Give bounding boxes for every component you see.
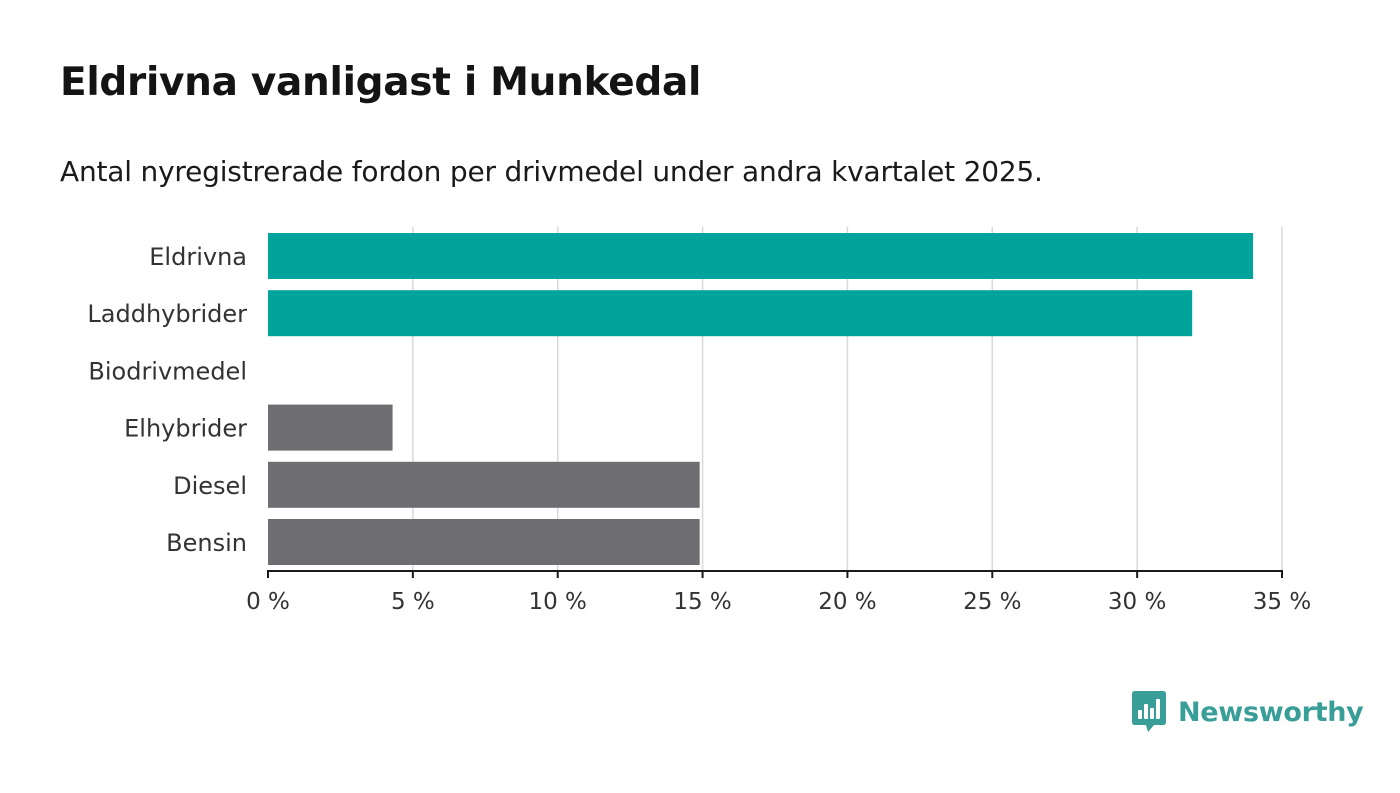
category-label: Eldrivna bbox=[149, 243, 247, 271]
bar-elhybrider bbox=[268, 404, 393, 451]
bar-diesel bbox=[268, 461, 700, 508]
bar-laddhybrider bbox=[268, 290, 1193, 337]
x-tick-label: 10 % bbox=[528, 589, 586, 615]
x-tick-label: 15 % bbox=[673, 589, 731, 615]
x-tick-label: 20 % bbox=[818, 589, 876, 615]
category-label: Elhybrider bbox=[124, 415, 247, 443]
category-label: Laddhybrider bbox=[87, 300, 247, 328]
brand-name: Newsworthy bbox=[1178, 696, 1364, 728]
bar-bensin bbox=[268, 519, 700, 565]
category-label: Bensin bbox=[166, 529, 247, 557]
x-tick-label: 35 % bbox=[1253, 589, 1311, 615]
x-tick-label: 0 % bbox=[246, 589, 290, 615]
bars bbox=[268, 233, 1254, 565]
grid-lines bbox=[412, 227, 1283, 571]
chart-title: Eldrivna vanligast i Munkedal bbox=[60, 60, 702, 105]
newsworthy-chart-bubble-icon bbox=[1132, 691, 1166, 732]
x-tick-label: 30 % bbox=[1108, 589, 1166, 615]
bar-eldrivna bbox=[268, 233, 1254, 279]
x-tick-label: 5 % bbox=[391, 589, 435, 615]
chart-subtitle: Antal nyregistrerade fordon per drivmede… bbox=[60, 155, 1043, 188]
category-label: Biodrivmedel bbox=[88, 357, 247, 385]
category-label: Diesel bbox=[173, 472, 247, 500]
brand-logo: Newsworthy bbox=[1132, 690, 1364, 734]
category-labels: Eldrivna Laddhybrider Biodrivmedel Elhybrid… bbox=[87, 243, 247, 557]
x-tick-label: 25 % bbox=[963, 589, 1021, 615]
x-axis: 0 % 5 % 10 % 15 % 20 % 25 % 30 % 35 % bbox=[246, 570, 1311, 615]
